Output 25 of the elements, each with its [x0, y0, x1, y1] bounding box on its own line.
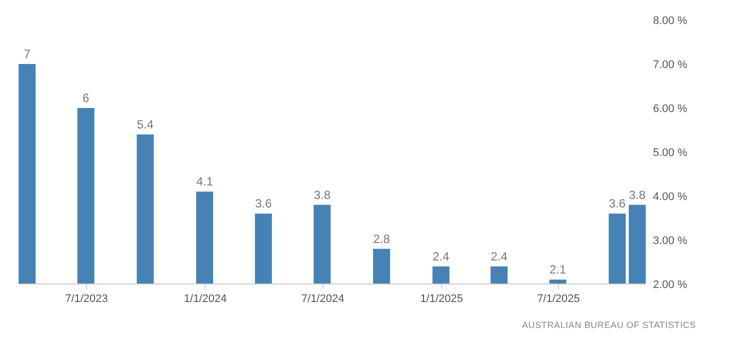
text: AUSTRALIAN BUREAU OF STATISTICS — [522, 320, 696, 330]
data-label: 5.4 — [136, 117, 154, 132]
y-tick-label: 5.00 % — [653, 147, 688, 159]
data-label: 3.6 — [608, 196, 626, 211]
y-tick-label: 6.00 % — [653, 103, 688, 115]
data-label: 2.4 — [490, 249, 508, 264]
y-tick-label: 2.00 % — [653, 279, 688, 291]
x-tick-label: 7/1/2023 — [65, 293, 108, 305]
x-tick-label: 1/1/2025 — [420, 293, 464, 305]
y-tick-label: 3.00 % — [653, 235, 688, 247]
y-tick-label: 8.00 % — [653, 15, 688, 27]
data-label: 2.1 — [549, 262, 566, 277]
data-label: 4.1 — [196, 174, 214, 189]
data-label: 3.8 — [314, 188, 331, 202]
data-label: 2.8 — [373, 232, 390, 246]
y-tick-label: 4.00 % — [653, 191, 688, 203]
x-tick-label: 7/1/2025 — [537, 293, 580, 305]
x-tick-label: 1/1/2024 — [184, 293, 227, 305]
data-label: 7 — [24, 47, 31, 61]
data-label: 2.4 — [432, 249, 450, 264]
data-label: 6 — [82, 91, 90, 105]
data-label: 3.6 — [255, 196, 272, 211]
x-tick-label: 7/1/2024 — [301, 293, 344, 305]
y-tick-label: 7.00 % — [653, 59, 688, 71]
data-label: 3.8 — [628, 188, 646, 202]
